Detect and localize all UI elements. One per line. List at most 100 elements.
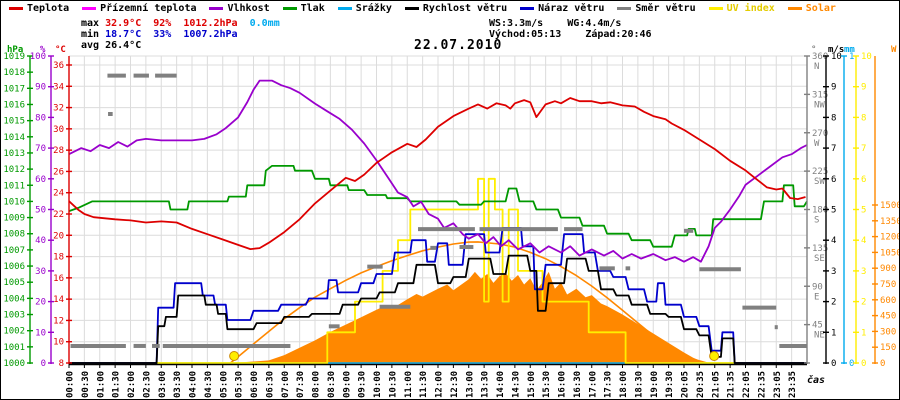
axis-tick-label: 7 (831, 144, 836, 154)
x-tick-label: 16:00 (558, 371, 568, 398)
axis-tick-label: 5 (831, 206, 836, 216)
axis-tick-label: °C (55, 45, 66, 55)
axis-tick-label: 9 (861, 83, 866, 93)
series-gust (69, 226, 807, 364)
axis-tick-label: 270 (812, 129, 828, 139)
legend-swatch-icon (708, 7, 723, 10)
axis-tick-label: 24 (53, 189, 64, 199)
legend-swatch-icon (787, 7, 802, 10)
x-tick-label: 13:00 (465, 371, 475, 398)
stats-wind-sun-block: WS:3.3m/s WG:4.4m/s Východ:05:13 Západ:20… (489, 18, 652, 40)
x-tick-label: 05:00 (219, 371, 229, 398)
axis-tick-label: 1007 (3, 246, 25, 256)
x-tick-label: 04:00 (189, 371, 199, 398)
x-tick-label: 17:00 (588, 371, 598, 398)
axis-tick-label: 3 (861, 267, 866, 277)
axis-tick-label: 1350 (880, 217, 899, 227)
axis-tick-label: 40 (35, 236, 46, 246)
axis-tick-label: 1001 (3, 343, 25, 353)
axis-tick-label: W (891, 45, 897, 55)
x-tick-label: 11:30 (419, 371, 429, 398)
x-tick-label: 02:30 (142, 371, 152, 398)
legend-item-2: Přízemní teplota (82, 3, 196, 14)
x-tick-label: 09:00 (342, 371, 352, 398)
x-tick-label: 15:00 (527, 371, 537, 398)
axis-tick-label: 0 (831, 359, 836, 369)
axis-tick-label: 225 (812, 167, 828, 177)
x-tick-label: 12:00 (435, 371, 445, 398)
axis-tick-label: 1015 (3, 117, 25, 127)
axis-tick-label: 3 (831, 267, 836, 277)
axis-tick-label: 20 (53, 231, 64, 241)
axis-tick-label: 10 (35, 328, 46, 338)
axis-tick-label: 1005 (3, 278, 25, 288)
x-tick-label: 08:00 (312, 371, 322, 398)
legend-swatch-icon (282, 7, 297, 10)
axis-tick-label: 1006 (3, 262, 25, 272)
stats-value: 26.4°C (105, 40, 154, 51)
axis-tick-label: 10 (861, 52, 872, 62)
axis-tick-label: 36 (53, 61, 64, 71)
x-tick-label: 04:30 (204, 371, 214, 398)
x-tick-label: 05:30 (235, 371, 245, 398)
legend-swatch-icon (209, 7, 224, 10)
axis-tick-label: 70 (35, 144, 46, 154)
x-tick-label: 06:30 (265, 371, 275, 398)
axis-tick-label: 12 (53, 316, 64, 326)
sunset-sun-icon (709, 351, 720, 361)
stats-row-max: max 32.9°C 92% 1012.2hPa 0.0mm (81, 18, 292, 29)
x-tick-label: 23:05 (773, 371, 783, 398)
x-tick-label: 03:30 (173, 371, 183, 398)
axis-tick-label: 2 (831, 298, 836, 308)
axis-tick-label: 32 (53, 104, 64, 114)
axis-tick-label: 100 (30, 52, 46, 62)
axis-tick-label: 600 (880, 296, 896, 306)
legend-item-9: UV index (708, 3, 775, 14)
axis-tick-label: % (40, 45, 46, 55)
axis-tick-label: 20 (35, 298, 46, 308)
axis-tick-label: 6 (831, 175, 836, 185)
axis-tick-label: 1008 (3, 230, 25, 240)
x-tick-label: 00:00 (66, 371, 76, 398)
axis-tick-label: 1019 (3, 52, 25, 62)
sunrise-sun-icon (229, 351, 240, 361)
axis-tick-label: 1009 (3, 214, 25, 224)
stats-right-row-2: Východ:05:13 Západ:20:46 (489, 29, 652, 40)
axis-tick-label: 8 (861, 113, 866, 123)
axis-tick-label: 60 (35, 175, 46, 185)
axis-tick-label: 1014 (3, 133, 25, 143)
stats-value: 32.9°C (105, 18, 154, 29)
axis-tick-label: ° (811, 45, 816, 55)
x-tick-label: 10:00 (373, 371, 383, 398)
x-tick-label: 17:30 (604, 371, 614, 398)
legend-item-3: Vlhkost (209, 3, 270, 14)
axis-tick-label: 7 (861, 144, 866, 154)
axis-tick-label: 1017 (3, 84, 25, 94)
axis-tick-label: 1013 (3, 149, 25, 159)
axis-tick-label: 28 (53, 146, 64, 156)
legend-swatch-icon (9, 7, 23, 10)
legend-label: Vlhkost (227, 3, 270, 14)
axis-tick-label: 90 (812, 282, 823, 292)
legend-item-10: Solar (787, 3, 836, 14)
stats-value: 33% (153, 29, 184, 40)
axis-tick-label: 4 (861, 236, 866, 246)
legend-item-1: Teplota (9, 3, 69, 14)
x-tick-label: 00:30 (81, 371, 91, 398)
axis-tick-label: 1050 (880, 248, 899, 258)
axis-tick-label: 1011 (3, 181, 25, 191)
axis-tick-label: 750 (880, 280, 896, 290)
series-humidity (68, 79, 808, 263)
axis-tick-label: 0 (849, 359, 854, 369)
legend-item-5: Srážky (337, 3, 392, 14)
axis-tick-label: N (814, 62, 819, 72)
x-tick-label: 18:30 (634, 371, 644, 398)
x-tick-label: 13:30 (481, 371, 491, 398)
axis-tick-label: mm (844, 45, 855, 55)
axis-tick-label: 1002 (3, 327, 25, 337)
legend-label: Teplota (27, 3, 70, 14)
axis-tick-label: 18 (53, 253, 64, 263)
stats-value: 0.0mm (249, 18, 292, 29)
axis-tick-label: 8 (831, 113, 836, 123)
